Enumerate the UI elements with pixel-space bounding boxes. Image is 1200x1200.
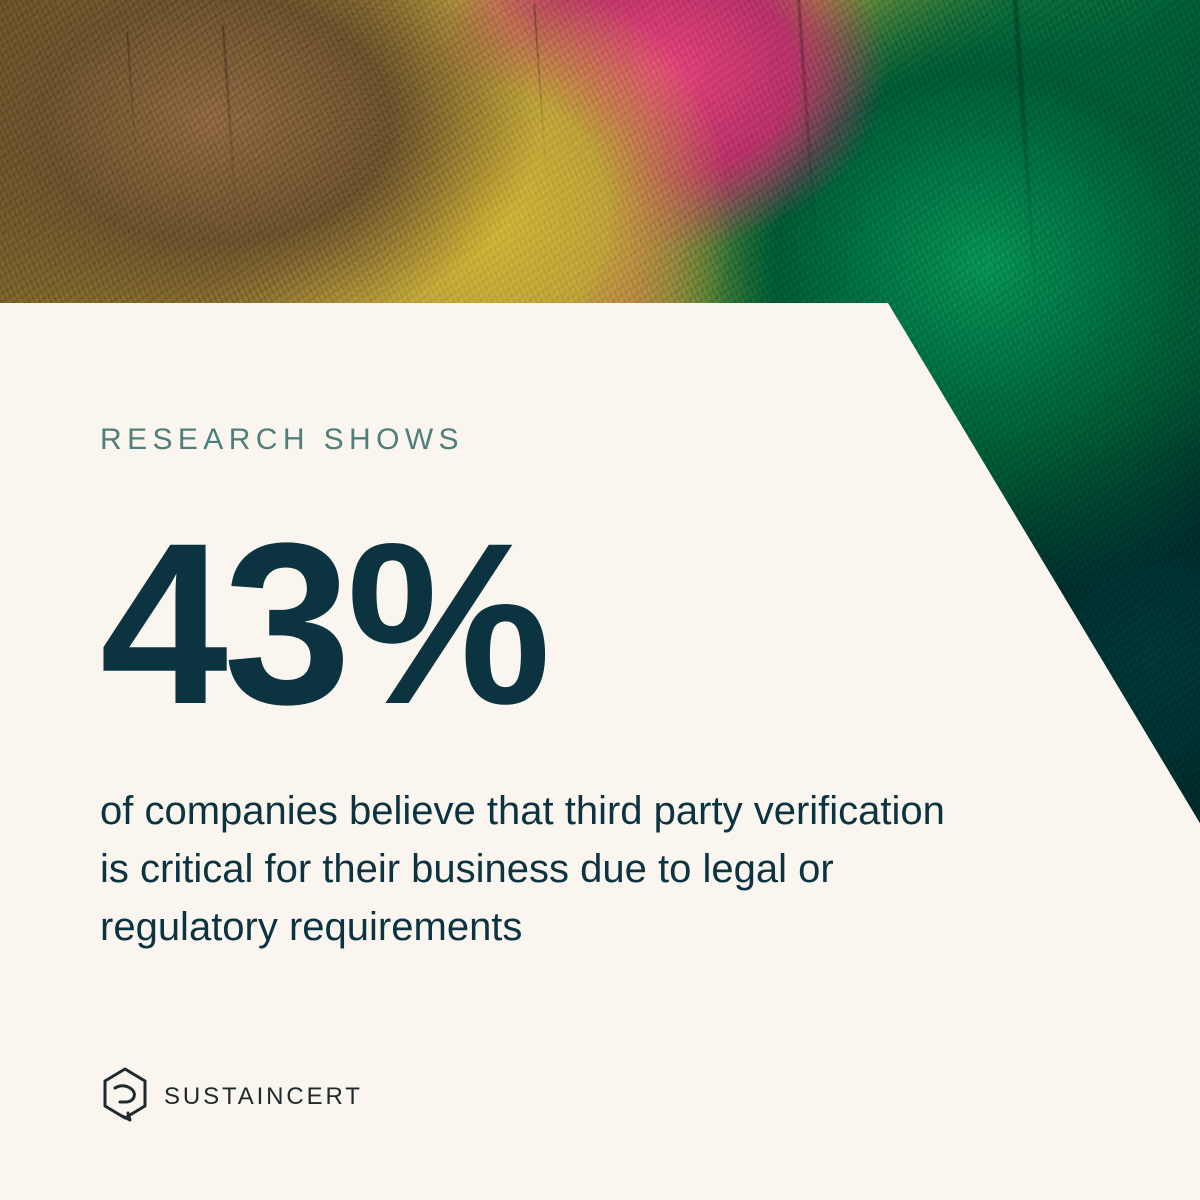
- stat-card-content: RESEARCH SHOWS 43% of companies believe …: [100, 423, 1100, 1129]
- brand-lockup: SUSTAINCERT: [100, 1066, 1100, 1129]
- brand-name: SUSTAINCERT: [164, 1083, 363, 1111]
- brand-hex-icon: [100, 1066, 150, 1129]
- infographic-canvas: RESEARCH SHOWS 43% of companies believe …: [0, 0, 1200, 1200]
- stat-card: RESEARCH SHOWS 43% of companies believe …: [0, 303, 1200, 1200]
- stat-percentage: 43%: [100, 515, 1100, 734]
- stat-body-text: of companies believe that third party ve…: [100, 782, 960, 956]
- eyebrow-label: RESEARCH SHOWS: [100, 423, 1100, 457]
